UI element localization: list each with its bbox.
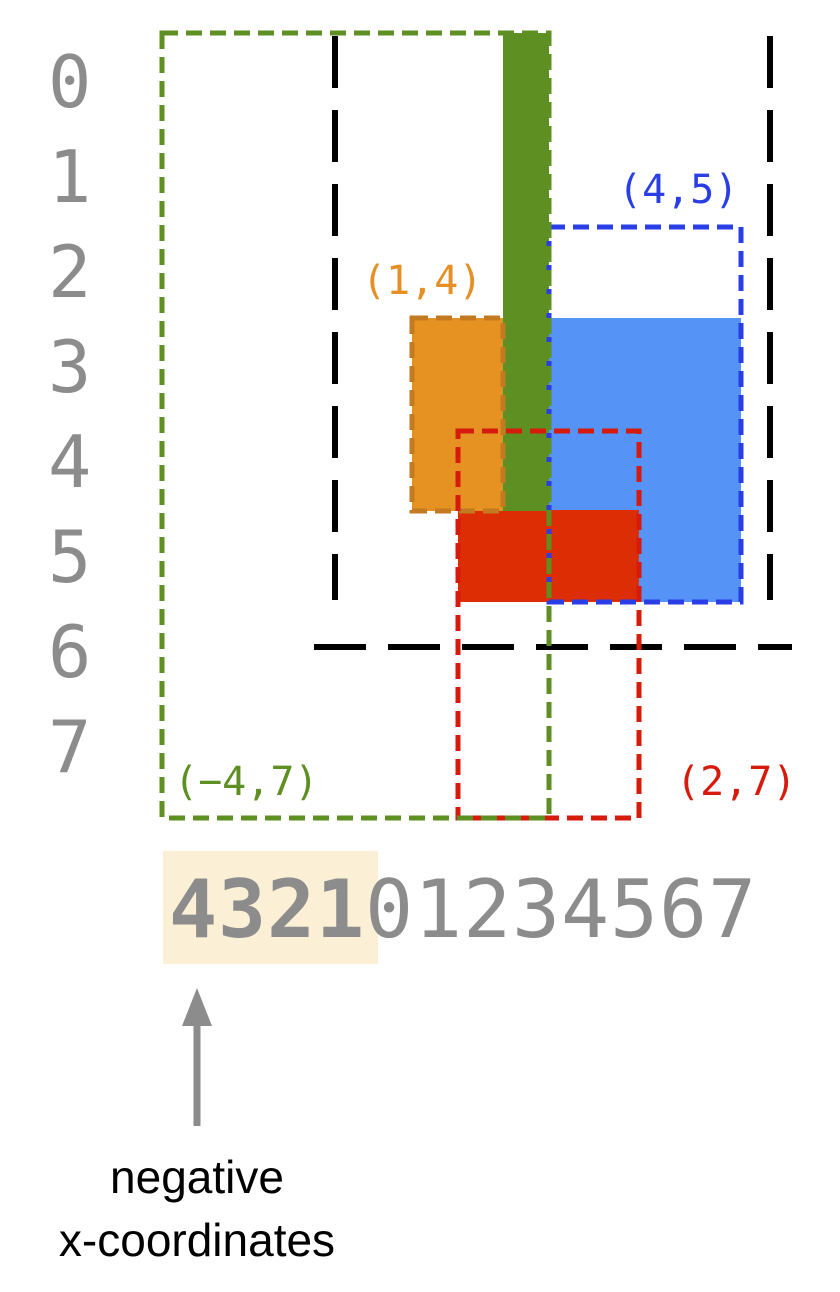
region-boundary (314, 36, 792, 650)
annotation-line-1: negative (110, 1151, 284, 1203)
y-label-5: 5 (48, 515, 91, 599)
x-neg-label-4: 4 (169, 863, 217, 956)
x-pos-label-1: 1 (414, 863, 462, 956)
annotation-line-2: x-coordinates (59, 1214, 335, 1266)
red-coord-label: (2,7) (676, 759, 796, 805)
green-dashed-box (159, 30, 552, 821)
x-neg-label-1: 1 (316, 863, 364, 956)
orange-dashed-box (409, 315, 506, 514)
x-neg-label-2: 2 (267, 863, 315, 956)
y-label-7: 7 (48, 705, 91, 789)
x-pos-label-0: 0 (365, 863, 413, 956)
orange-coord-label: (1,4) (362, 258, 482, 304)
negative-x-highlight (163, 851, 378, 964)
green-filled-bar (503, 33, 549, 511)
red-dashed-box (455, 428, 642, 821)
x-pos-label-6: 6 (659, 863, 707, 956)
x-axis-labels: 4 3 2 1 0 1 2 3 4 5 6 7 (169, 863, 756, 956)
y-label-0: 0 (48, 40, 91, 124)
y-label-3: 3 (48, 325, 91, 409)
y-axis-labels: 0 1 2 3 4 5 6 7 (48, 40, 91, 789)
x-neg-label-3: 3 (218, 863, 266, 956)
green-coord-label: (−4,7) (174, 759, 319, 805)
y-label-6: 6 (48, 610, 91, 694)
x-pos-label-7: 7 (708, 863, 756, 956)
y-label-1: 1 (48, 135, 91, 219)
y-label-4: 4 (48, 420, 91, 504)
x-pos-label-4: 4 (561, 863, 609, 956)
blue-coord-label: (4,5) (618, 167, 738, 213)
x-pos-label-2: 2 (463, 863, 511, 956)
up-arrow-icon (182, 988, 212, 1126)
x-pos-label-5: 5 (610, 863, 658, 956)
x-pos-label-3: 3 (512, 863, 560, 956)
y-label-2: 2 (48, 230, 91, 314)
